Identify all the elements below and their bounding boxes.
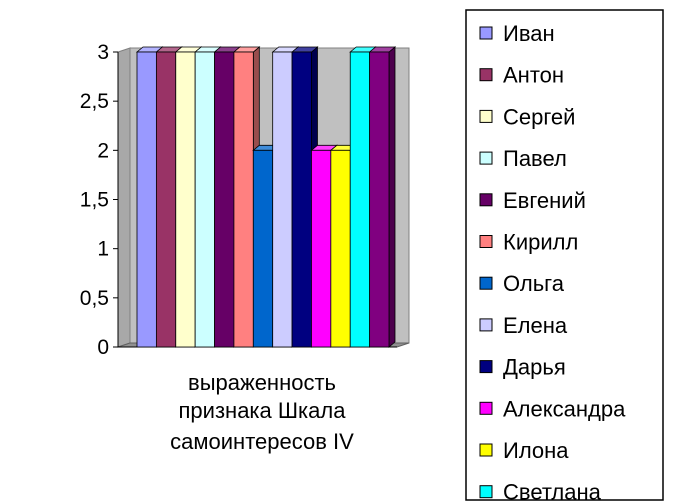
legend-label: Елена xyxy=(503,313,568,338)
bars xyxy=(135,46,397,348)
bar-front xyxy=(349,51,371,348)
legend-label: Сергей xyxy=(503,104,575,129)
category-label-line-3: самоинтересов IV xyxy=(170,429,354,454)
legend-item: Павел xyxy=(479,146,567,171)
legend-swatch xyxy=(479,401,493,415)
category-label: выраженность признака Шкала самоинтересо… xyxy=(170,370,354,454)
legend-swatch xyxy=(479,68,493,82)
bar-front xyxy=(214,51,235,348)
bar-side xyxy=(388,46,396,348)
legend-item: Ольга xyxy=(479,271,565,296)
legend-item: Елена xyxy=(479,313,568,338)
y-tick-label: 2,5 xyxy=(80,90,109,113)
legend-swatch xyxy=(479,235,493,248)
y-tick-label: 1 xyxy=(97,238,109,261)
legend-swatch xyxy=(479,360,493,374)
legend-item: Иван xyxy=(479,21,555,46)
legend-swatch xyxy=(479,26,493,40)
legend-label: Павел xyxy=(503,146,567,171)
legend-swatch xyxy=(479,318,493,332)
legend-label: Светлана xyxy=(503,480,602,502)
bar-front xyxy=(233,51,254,348)
bar-front xyxy=(175,51,196,348)
bar-front xyxy=(136,51,157,348)
legend-label: Евгений xyxy=(503,188,586,213)
y-axis: 0 0,5 1 1,5 2 2,5 3 xyxy=(80,41,397,359)
category-label-line-2: признака Шкала xyxy=(179,398,347,423)
bar-front xyxy=(369,51,390,348)
bar xyxy=(368,46,397,348)
legend-box xyxy=(465,9,664,501)
bar-front xyxy=(272,51,293,348)
legend-label: Ольга xyxy=(503,271,565,296)
y-tick-label: 2 xyxy=(97,139,109,162)
legend-swatch xyxy=(479,443,493,457)
legend-item: Сергей xyxy=(479,104,575,129)
legend-item: Евгений xyxy=(479,188,586,213)
legend-swatch xyxy=(479,193,493,207)
bar-front xyxy=(311,149,332,348)
legend-item: Кирилл xyxy=(479,230,578,255)
category-label-line-1: выраженность xyxy=(188,370,336,395)
legend-item: Илона xyxy=(479,438,569,463)
bar-front xyxy=(330,149,351,348)
side-wall xyxy=(117,47,131,348)
legend-label: Иван xyxy=(503,21,555,46)
legend: Иван Антон Сергей Павел Евгений Кирилл Ольга Ел… xyxy=(465,9,664,502)
legend-item: Дарья xyxy=(479,355,566,380)
y-tick-label: 1,5 xyxy=(80,189,109,212)
legend-label: Кирилл xyxy=(503,230,578,255)
bar-front xyxy=(155,51,177,348)
legend-label: Илона xyxy=(503,438,569,463)
legend-swatch xyxy=(479,151,493,165)
y-tick-label: 0 xyxy=(97,336,109,359)
bar-front xyxy=(194,51,215,348)
legend-label: Александра xyxy=(503,396,626,421)
legend-item: Александра xyxy=(479,396,626,421)
y-tick-label: 0,5 xyxy=(80,287,109,310)
legend-item: Антон xyxy=(479,63,564,88)
y-tick-label: 3 xyxy=(97,41,109,64)
legend-item: Светлана xyxy=(479,480,602,502)
legend-swatch xyxy=(479,276,493,290)
legend-label: Антон xyxy=(503,63,564,88)
legend-swatch xyxy=(479,109,493,123)
legend-swatch xyxy=(479,485,493,499)
bar-front xyxy=(291,51,312,348)
bar-front xyxy=(252,149,274,348)
legend-label: Дарья xyxy=(503,355,566,380)
bar xyxy=(290,46,319,348)
